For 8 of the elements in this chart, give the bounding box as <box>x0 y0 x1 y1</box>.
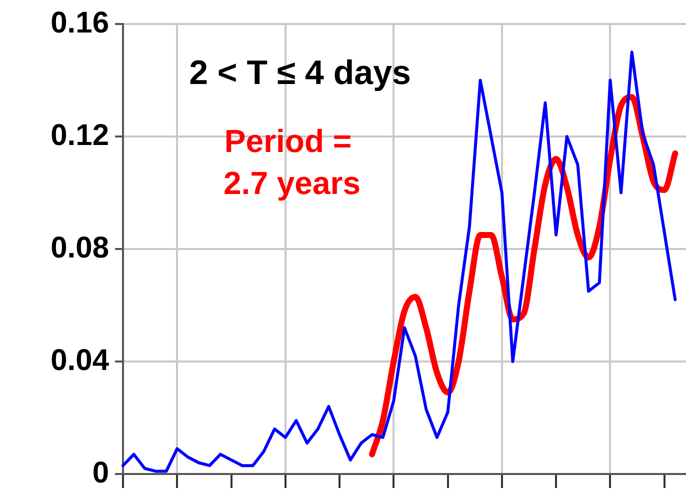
y-tick-label: 0 <box>92 456 109 490</box>
y-tick-label: 0.08 <box>50 231 109 264</box>
annotation: 2.7 years <box>223 165 361 201</box>
y-tick-label: 0.16 <box>50 6 109 40</box>
annotation: 2 < T ≤ 4 days <box>189 54 411 92</box>
y-tick-label: 0.04 <box>50 344 110 377</box>
y-tick-label: 0.12 <box>50 118 109 152</box>
annotation: Period = <box>224 123 352 159</box>
